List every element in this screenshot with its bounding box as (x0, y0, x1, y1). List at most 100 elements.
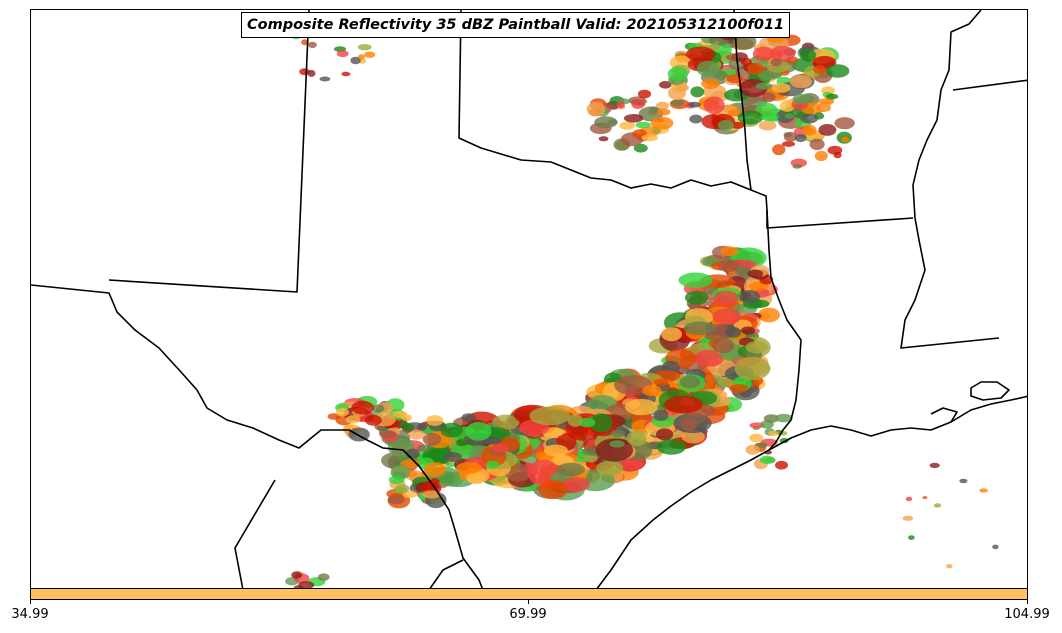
paintball-blob (775, 413, 793, 423)
paintball-blob (341, 71, 351, 77)
colorbar-label-max: 104.99 (1004, 607, 1050, 622)
paintball-blob (485, 460, 500, 470)
paintball-blob (641, 134, 658, 142)
paintball-blob (827, 145, 843, 155)
paintball-blob (729, 384, 749, 393)
paintball-blob (681, 430, 705, 444)
paintball-blob (841, 136, 850, 143)
paintball-blob (364, 414, 382, 426)
paintball-blob (922, 496, 928, 500)
paintball-blob (946, 564, 953, 569)
paintball-blob (772, 144, 786, 156)
colorbar (30, 588, 1028, 600)
paintball-blob (770, 45, 796, 62)
paintball-blob (455, 438, 468, 446)
paintball-blob (578, 417, 596, 428)
paintball-blob (759, 455, 775, 464)
paintball-blob (394, 484, 410, 494)
paintball-blob (763, 414, 780, 423)
tx-west-boundary (31, 284, 484, 588)
paintball-blob (650, 116, 674, 130)
paintball-blob (623, 114, 644, 123)
paintball-blob (726, 74, 744, 84)
paintball-blob (902, 515, 914, 521)
paintball-blob (491, 443, 509, 453)
paintball-blob (586, 101, 606, 117)
paintball-blob (308, 41, 317, 49)
paintball-blob (561, 477, 590, 492)
paintball-blob (655, 101, 670, 110)
paintball-blob (619, 121, 636, 130)
paintball-blob (959, 478, 968, 484)
paintball-blob (633, 143, 648, 153)
paintball-blob (357, 54, 365, 60)
paintball-blob (684, 290, 709, 305)
paintball-blob (749, 433, 764, 443)
paintball-blob (327, 413, 341, 420)
paintball-blob (589, 413, 613, 433)
paintball-blob (683, 321, 717, 336)
map-panel (30, 9, 1028, 589)
paintball-blob (771, 82, 791, 93)
paintball-blob (317, 573, 330, 581)
paintball-blob (800, 48, 817, 62)
paintball-blob (466, 472, 486, 484)
paintball-blob (745, 341, 769, 354)
paintball-blob (440, 422, 464, 438)
paintball-blob (543, 444, 568, 457)
paintball-blob (720, 246, 739, 257)
paintball-blob (642, 384, 661, 397)
paintball-blob (740, 57, 752, 66)
paintball-blob (717, 119, 735, 131)
paintball-blob (908, 535, 915, 540)
paintball-blob (741, 326, 756, 335)
paintball-blob (307, 69, 316, 77)
paintball-blob (779, 437, 789, 444)
paintball-blob (781, 141, 796, 147)
paintball-blob (813, 65, 827, 74)
paintball-blob (529, 406, 571, 426)
paintball-blob (351, 400, 375, 415)
mississippi-river (900, 10, 1000, 349)
mexico-border (234, 479, 276, 588)
paintball-blob (979, 488, 988, 493)
paintball-blob (661, 327, 682, 342)
paintball-blob (734, 356, 771, 381)
paintball-blob (696, 60, 720, 77)
paintball-blob (745, 444, 760, 455)
paintball-blob (747, 269, 764, 279)
paintball-layer (285, 24, 999, 588)
ok-south-border (458, 10, 768, 211)
paintball-blob (609, 440, 625, 448)
paintball-blob (701, 78, 720, 89)
paintball-blob (725, 54, 739, 61)
paintball-blob (399, 421, 409, 427)
paintball-blob (400, 459, 422, 468)
ms-al-border (952, 79, 1027, 91)
reflectivity-map (31, 10, 1027, 588)
paintball-blob (422, 490, 441, 499)
paintball-blob (610, 429, 626, 438)
paintball-blob (689, 114, 703, 124)
paintball-blob (379, 430, 396, 439)
gulf-coast (596, 395, 1027, 588)
paintball-blob (802, 124, 817, 136)
paintball-blob (392, 410, 408, 418)
paintball-blob (743, 260, 757, 268)
paintball-blob (594, 116, 618, 129)
paintball-blob (809, 138, 825, 150)
paintball-blob (755, 82, 773, 90)
paintball-blob (357, 44, 372, 51)
paintball-blob (814, 150, 828, 162)
paintball-blob (775, 460, 788, 470)
paintball-blob (616, 101, 625, 109)
colorbar-tick-min (30, 600, 31, 604)
paintball-blob (635, 121, 651, 129)
paintball-blob (739, 290, 761, 304)
paintball-blob (800, 113, 819, 124)
paintball-blob (319, 76, 331, 82)
paintball-blob (659, 81, 672, 89)
paintball-blob (694, 349, 724, 367)
paintball-blob (794, 134, 807, 143)
paintball-blob (819, 103, 829, 112)
